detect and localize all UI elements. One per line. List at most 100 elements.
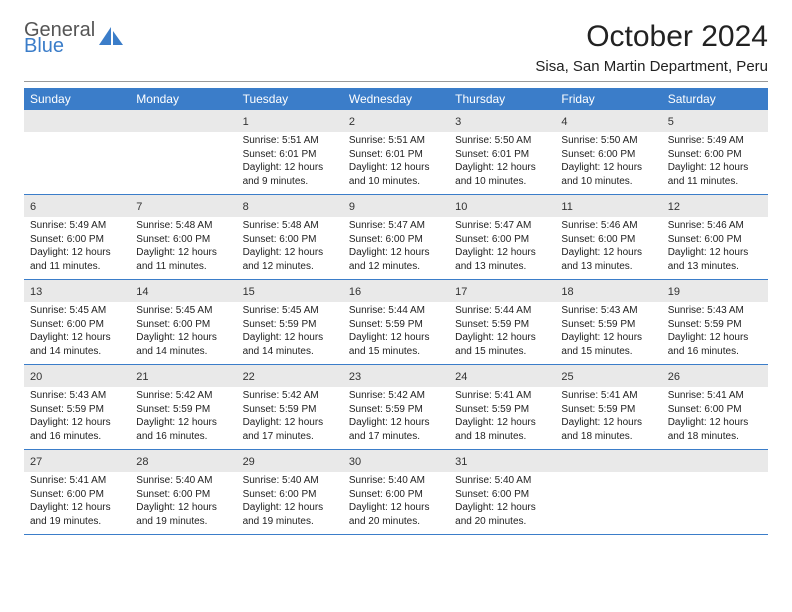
day1-text: Daylight: 12 hours	[455, 161, 549, 175]
daynum-row: 17	[449, 280, 555, 302]
daynum-row: 8	[237, 195, 343, 217]
weekday-header: Saturday	[662, 88, 768, 110]
week-row: 27Sunrise: 5:41 AMSunset: 6:00 PMDayligh…	[24, 450, 768, 535]
daynum-row: 3	[449, 110, 555, 132]
day-number: 18	[561, 286, 573, 298]
day1-text: Daylight: 12 hours	[561, 161, 655, 175]
day2-text: and 11 minutes.	[30, 260, 124, 274]
week-row: 13Sunrise: 5:45 AMSunset: 6:00 PMDayligh…	[24, 280, 768, 365]
day-number: 12	[668, 201, 680, 213]
day-number	[561, 456, 564, 468]
weekday-header: Thursday	[449, 88, 555, 110]
weekday-header: Monday	[130, 88, 236, 110]
sunrise-text: Sunrise: 5:50 AM	[455, 134, 549, 148]
day2-text: and 13 minutes.	[455, 260, 549, 274]
day2-text: and 12 minutes.	[243, 260, 337, 274]
sunrise-text: Sunrise: 5:49 AM	[668, 134, 762, 148]
day-cell: 29Sunrise: 5:40 AMSunset: 6:00 PMDayligh…	[237, 450, 343, 534]
day-number: 6	[30, 201, 36, 213]
sunset-text: Sunset: 5:59 PM	[30, 403, 124, 417]
day-number: 14	[136, 286, 148, 298]
weekday-header: Wednesday	[343, 88, 449, 110]
day1-text: Daylight: 12 hours	[349, 246, 443, 260]
sunset-text: Sunset: 6:00 PM	[30, 233, 124, 247]
day2-text: and 19 minutes.	[30, 515, 124, 529]
day-cell: 27Sunrise: 5:41 AMSunset: 6:00 PMDayligh…	[24, 450, 130, 534]
day-number: 16	[349, 286, 361, 298]
sunrise-text: Sunrise: 5:48 AM	[136, 219, 230, 233]
sunrise-text: Sunrise: 5:45 AM	[30, 304, 124, 318]
day-cell: 9Sunrise: 5:47 AMSunset: 6:00 PMDaylight…	[343, 195, 449, 279]
daynum-row: 2	[343, 110, 449, 132]
day-cell: 24Sunrise: 5:41 AMSunset: 5:59 PMDayligh…	[449, 365, 555, 449]
day1-text: Daylight: 12 hours	[243, 246, 337, 260]
day-number: 2	[349, 116, 355, 128]
day2-text: and 14 minutes.	[30, 345, 124, 359]
sunset-text: Sunset: 5:59 PM	[668, 318, 762, 332]
day1-text: Daylight: 12 hours	[668, 246, 762, 260]
day2-text: and 11 minutes.	[136, 260, 230, 274]
day2-text: and 12 minutes.	[349, 260, 443, 274]
sunrise-text: Sunrise: 5:49 AM	[30, 219, 124, 233]
day-number: 30	[349, 456, 361, 468]
weekday-header: Friday	[555, 88, 661, 110]
day2-text: and 15 minutes.	[561, 345, 655, 359]
day2-text: and 10 minutes.	[561, 175, 655, 189]
sunrise-text: Sunrise: 5:41 AM	[455, 389, 549, 403]
day-cell: 6 Sunrise: 5:49 AMSunset: 6:00 PMDaylight…	[24, 195, 130, 279]
daynum-row	[24, 110, 130, 132]
day-number: 17	[455, 286, 467, 298]
day-cell: 11Sunrise: 5:46 AMSunset: 6:00 PMDayligh…	[555, 195, 661, 279]
sunrise-text: Sunrise: 5:51 AM	[349, 134, 443, 148]
sunset-text: Sunset: 6:00 PM	[455, 488, 549, 502]
sunrise-text: Sunrise: 5:40 AM	[455, 474, 549, 488]
sunrise-text: Sunrise: 5:40 AM	[136, 474, 230, 488]
day1-text: Daylight: 12 hours	[30, 416, 124, 430]
day-number: 9	[349, 201, 355, 213]
sunset-text: Sunset: 6:01 PM	[455, 148, 549, 162]
day2-text: and 16 minutes.	[668, 345, 762, 359]
day1-text: Daylight: 12 hours	[243, 331, 337, 345]
day2-text: and 18 minutes.	[668, 430, 762, 444]
sunrise-text: Sunrise: 5:46 AM	[561, 219, 655, 233]
day1-text: Daylight: 12 hours	[30, 246, 124, 260]
day-number: 3	[455, 116, 461, 128]
day-cell: 15Sunrise: 5:45 AMSunset: 5:59 PMDayligh…	[237, 280, 343, 364]
day2-text: and 9 minutes.	[243, 175, 337, 189]
sunset-text: Sunset: 5:59 PM	[561, 403, 655, 417]
day2-text: and 14 minutes.	[136, 345, 230, 359]
day2-text: and 13 minutes.	[668, 260, 762, 274]
daynum-row: 25	[555, 365, 661, 387]
day-number: 10	[455, 201, 467, 213]
day-number: 22	[243, 371, 255, 383]
day-cell: 17Sunrise: 5:44 AMSunset: 5:59 PMDayligh…	[449, 280, 555, 364]
sunrise-text: Sunrise: 5:51 AM	[243, 134, 337, 148]
sunrise-text: Sunrise: 5:42 AM	[349, 389, 443, 403]
day1-text: Daylight: 12 hours	[136, 501, 230, 515]
sunrise-text: Sunrise: 5:43 AM	[30, 389, 124, 403]
day-number: 24	[455, 371, 467, 383]
sunrise-text: Sunrise: 5:46 AM	[668, 219, 762, 233]
sunset-text: Sunset: 5:59 PM	[243, 403, 337, 417]
day2-text: and 15 minutes.	[455, 345, 549, 359]
sunset-text: Sunset: 5:59 PM	[349, 318, 443, 332]
daynum-row: 26	[662, 365, 768, 387]
sunrise-text: Sunrise: 5:48 AM	[243, 219, 337, 233]
location-subtitle: Sisa, San Martin Department, Peru	[535, 58, 768, 75]
daynum-row: 13	[24, 280, 130, 302]
day-cell: 23Sunrise: 5:42 AMSunset: 5:59 PMDayligh…	[343, 365, 449, 449]
day2-text: and 19 minutes.	[243, 515, 337, 529]
sunset-text: Sunset: 6:00 PM	[455, 233, 549, 247]
day-cell: 25Sunrise: 5:41 AMSunset: 5:59 PMDayligh…	[555, 365, 661, 449]
title-block: October 2024 Sisa, San Martin Department…	[535, 20, 768, 75]
daynum-row: 12	[662, 195, 768, 217]
daynum-row: 30	[343, 450, 449, 472]
day2-text: and 16 minutes.	[30, 430, 124, 444]
day2-text: and 19 minutes.	[136, 515, 230, 529]
daynum-row: 18	[555, 280, 661, 302]
sunset-text: Sunset: 5:59 PM	[561, 318, 655, 332]
sunrise-text: Sunrise: 5:50 AM	[561, 134, 655, 148]
day-cell: 4Sunrise: 5:50 AMSunset: 6:00 PMDaylight…	[555, 110, 661, 194]
day-number: 15	[243, 286, 255, 298]
day1-text: Daylight: 12 hours	[455, 246, 549, 260]
